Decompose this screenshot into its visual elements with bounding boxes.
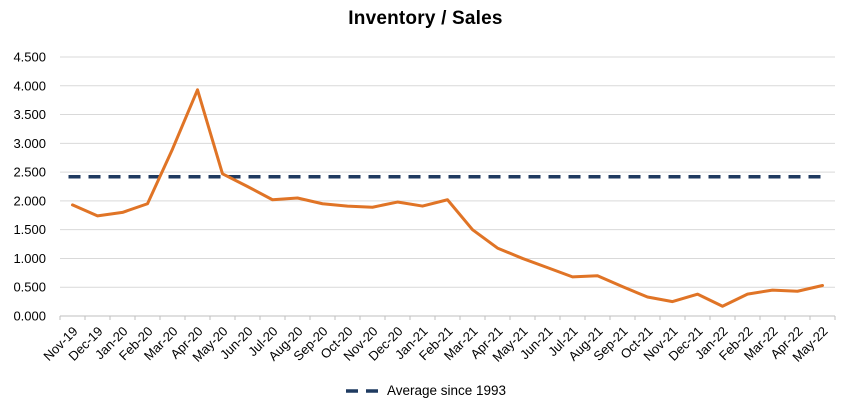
y-axis-label: 2.500	[13, 165, 46, 180]
y-axis-label: 0.000	[13, 309, 46, 324]
y-axis-label: 3.000	[13, 136, 46, 151]
average-line-legend-swatch	[345, 388, 378, 393]
plot-area: 0.000 0.500 1.000 1.500 2.000 2.500 3.000 3.500…	[13, 50, 836, 365]
chart-title: Inventory / Sales	[348, 8, 503, 29]
y-axis-label: 1.500	[13, 222, 46, 237]
y-axis-label: 1.000	[13, 251, 46, 266]
y-axis-label: 4.500	[13, 50, 46, 65]
inventory-sales-line	[71, 88, 824, 308]
y-axis-label: 3.500	[13, 107, 46, 122]
y-axis-label: 4.000	[13, 78, 46, 93]
y-axis-label: 2.000	[13, 193, 46, 208]
y-axis-label: 0.500	[13, 280, 46, 295]
legend-label: Average since 1993	[386, 383, 507, 398]
legend: Average since 1993	[0, 383, 851, 398]
